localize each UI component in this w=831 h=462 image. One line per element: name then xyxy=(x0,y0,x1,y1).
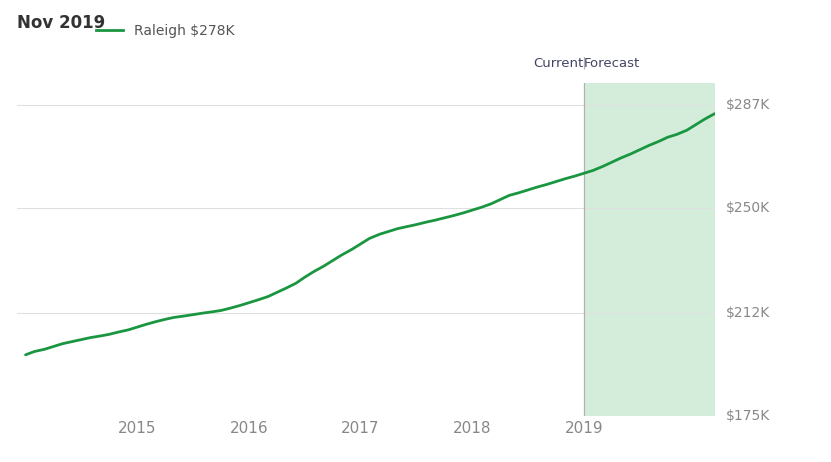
Text: $287K: $287K xyxy=(725,98,770,112)
Legend: Raleigh $278K: Raleigh $278K xyxy=(90,18,240,43)
Text: $212K: $212K xyxy=(725,306,770,320)
Text: Current: Current xyxy=(534,57,584,70)
Text: |: | xyxy=(578,57,590,70)
Bar xyxy=(584,83,715,416)
Text: $175K: $175K xyxy=(725,409,770,423)
Text: $250K: $250K xyxy=(725,201,770,215)
Text: Forecast: Forecast xyxy=(584,57,640,70)
Text: Nov 2019: Nov 2019 xyxy=(17,14,105,32)
